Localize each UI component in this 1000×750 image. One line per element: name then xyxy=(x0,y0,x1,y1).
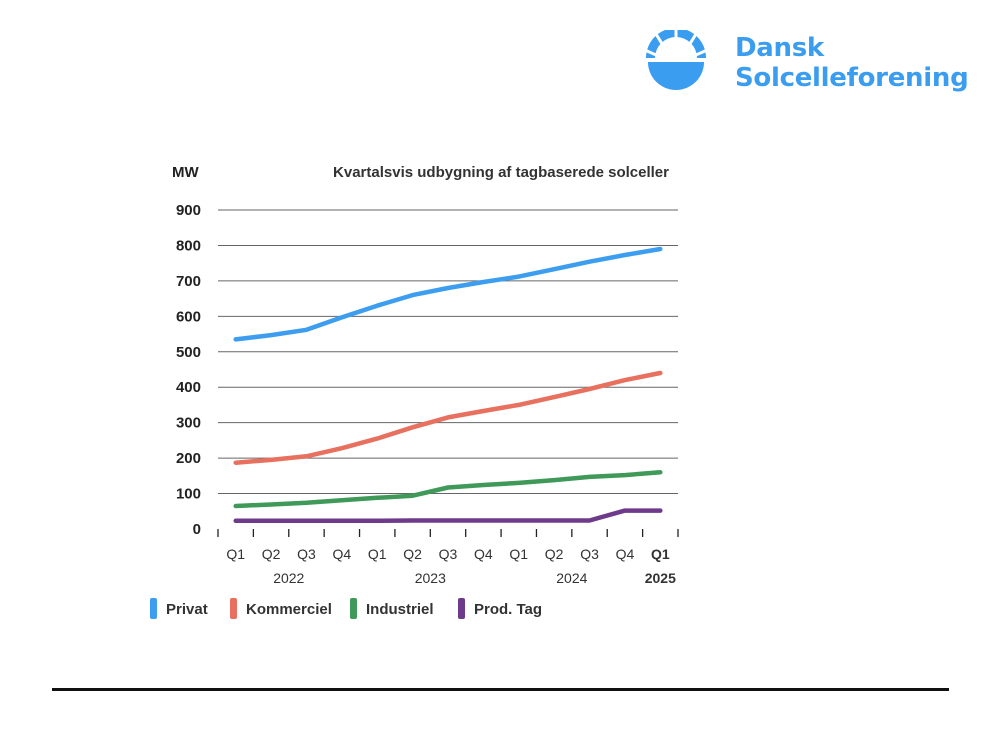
x-tick-label: Q3 xyxy=(580,546,599,562)
series-line xyxy=(233,470,663,509)
y-tick-label: 200 xyxy=(176,450,201,467)
chart-title: Kvartalsvis udbygning af tagbaserede sol… xyxy=(333,164,669,181)
y-tick-label: 600 xyxy=(176,308,201,325)
x-tick-label: Q1 xyxy=(226,546,245,562)
x-tick-label: Q3 xyxy=(439,546,458,562)
brand-name-line1: Dansk xyxy=(735,33,824,63)
series-lines xyxy=(233,246,663,524)
y-tick-label: 300 xyxy=(176,415,201,432)
series-line xyxy=(233,246,663,342)
y-axis-ticks: 0 100 200 300 400 500 600 700 800 900 xyxy=(176,202,201,538)
y-tick-label: 500 xyxy=(176,344,201,361)
bottom-divider xyxy=(52,688,949,691)
legend-label: Industriel xyxy=(366,601,434,618)
brand-logo: Dansk Solcelleforening xyxy=(640,30,970,100)
legend-swatch xyxy=(150,598,157,619)
y-tick-label: 900 xyxy=(176,202,201,219)
sun-dome-icon xyxy=(640,30,712,90)
legend-swatch xyxy=(458,598,465,619)
grid-lines xyxy=(218,209,678,495)
x-year-label: 2024 xyxy=(556,570,587,586)
x-tick-label: Q2 xyxy=(262,546,281,562)
legend-label: Prod. Tag xyxy=(474,601,542,618)
x-tick-label: Q1 xyxy=(368,546,387,562)
x-axis: Q1 Q2 Q3 Q4 Q1 Q2 Q3 Q4 Q1 Q2 Q3 Q4 Q1 2022 2023 2024 20… xyxy=(217,529,679,586)
x-year-label: 2022 xyxy=(273,570,304,586)
x-tick-label: Q4 xyxy=(616,546,635,562)
x-tick-label: Q2 xyxy=(545,546,564,562)
series-line xyxy=(233,370,663,465)
legend-label: Kommerciel xyxy=(246,601,332,618)
legend-swatch xyxy=(350,598,357,619)
y-tick-label: 400 xyxy=(176,379,201,396)
y-tick-label: 800 xyxy=(176,237,201,254)
x-tick-label: Q1 xyxy=(651,546,670,562)
x-year-label: 2023 xyxy=(415,570,446,586)
x-tick-label: Q3 xyxy=(297,546,316,562)
legend-label: Privat xyxy=(166,601,208,618)
series-line xyxy=(233,508,663,524)
y-tick-label: 100 xyxy=(176,486,201,503)
x-tick-label: Q2 xyxy=(403,546,422,562)
legend: Privat Kommerciel Industriel Prod. Tag xyxy=(150,598,542,619)
x-tick-label: Q4 xyxy=(333,546,352,562)
y-tick-label: 0 xyxy=(193,521,201,538)
y-axis-label: MW xyxy=(172,164,199,181)
legend-swatch xyxy=(230,598,237,619)
x-year-label: 2025 xyxy=(645,570,676,586)
x-tick-label: Q1 xyxy=(509,546,528,562)
brand-name-line2: Solcelleforening xyxy=(735,63,969,93)
y-tick-label: 700 xyxy=(176,273,201,290)
x-tick-label: Q4 xyxy=(474,546,493,562)
